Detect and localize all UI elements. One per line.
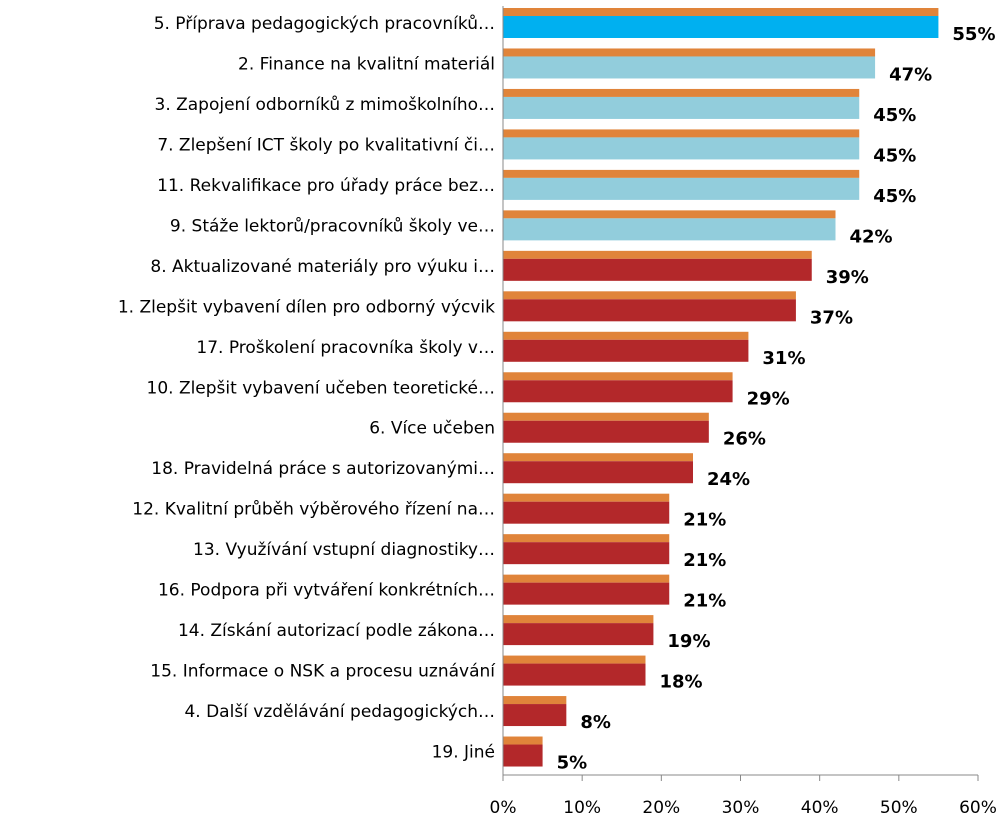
bar <box>503 623 654 646</box>
category-label: 5. Příprava pedagogických pracovníků… <box>154 14 495 34</box>
value-label: 55% <box>952 24 995 45</box>
bar-top <box>503 574 670 583</box>
category-label: 6. Více učeben <box>369 419 495 439</box>
value-label: 21% <box>683 550 726 571</box>
bar <box>503 16 939 38</box>
value-label: 37% <box>810 307 853 328</box>
category-label: 10. Zlepšit vybavení učeben teoretické… <box>147 378 496 398</box>
x-tick-label: 60% <box>959 798 997 818</box>
category-label: 3. Zapojení odborníků z mimoškolního… <box>155 95 496 115</box>
value-label: 8% <box>580 712 611 733</box>
category-label: 14. Získání autorizací podle zákona… <box>178 621 495 641</box>
bar-top <box>503 88 860 97</box>
bar-top <box>503 169 860 178</box>
category-label: 19. Jiné <box>432 743 495 763</box>
x-tick-label: 50% <box>880 798 918 818</box>
value-label: 42% <box>850 226 893 247</box>
category-label: 8. Aktualizované materiály pro výuku i… <box>150 257 495 277</box>
value-label: 45% <box>873 186 916 207</box>
bar-top <box>503 534 670 543</box>
value-label: 29% <box>747 388 790 409</box>
category-label: 17. Proškolení pracovníka školy v… <box>196 338 495 358</box>
bar-top <box>503 736 543 745</box>
bar-top <box>503 655 646 664</box>
category-label: 4. Další vzdělávání pedagogických… <box>184 702 495 722</box>
value-label: 47% <box>889 64 932 85</box>
bar <box>503 461 693 484</box>
x-tick-label: 20% <box>642 798 680 818</box>
category-label: 2. Finance na kvalitní materiál <box>238 54 495 74</box>
value-label: 21% <box>683 510 726 531</box>
bar-top <box>503 493 670 502</box>
category-label: 16. Podpora při vytváření konkrétních… <box>158 581 495 601</box>
bar-top <box>503 412 709 421</box>
bar <box>503 96 860 119</box>
category-label: 12. Kvalitní průběh výběrového řízení na… <box>132 500 495 520</box>
bar <box>503 501 670 524</box>
category-label: 1. Zlepšit vybavení dílen pro odborný vý… <box>118 297 495 317</box>
bar <box>503 339 749 362</box>
value-label: 26% <box>723 429 766 450</box>
value-label: 21% <box>683 591 726 612</box>
bar <box>503 177 860 200</box>
bar <box>503 258 812 281</box>
bar-top <box>503 331 749 340</box>
bar-top <box>503 453 693 462</box>
bar <box>503 582 670 605</box>
value-label: 5% <box>557 753 588 774</box>
bar <box>503 380 733 403</box>
value-label: 18% <box>660 672 703 693</box>
category-label: 15. Informace o NSK a procesu uznávání <box>150 662 496 682</box>
bar <box>503 137 860 160</box>
bar <box>503 704 567 727</box>
value-label: 19% <box>667 631 710 652</box>
bar-top <box>503 48 876 57</box>
x-tick-label: 40% <box>801 798 839 818</box>
x-tick-label: 0% <box>490 798 517 818</box>
bar <box>503 56 876 79</box>
value-label: 45% <box>873 105 916 126</box>
category-label: 11. Rekvalifikace pro úřady práce bez… <box>157 176 495 196</box>
value-label: 31% <box>762 348 805 369</box>
bar-top <box>503 129 860 138</box>
bar-top <box>503 250 812 259</box>
x-tick-label: 30% <box>722 798 760 818</box>
bar <box>503 299 796 322</box>
category-label: 18. Pravidelná práce s autorizovanými… <box>151 459 495 479</box>
x-tick-label: 10% <box>563 798 601 818</box>
bar-top <box>503 372 733 381</box>
category-label: 7. Zlepšení ICT školy po kvalitativní či… <box>157 135 495 155</box>
bar <box>503 542 670 565</box>
bar-top <box>503 291 796 300</box>
category-label: 9. Stáže lektorů/pracovníků školy ve… <box>170 216 495 236</box>
bar-top <box>503 210 836 219</box>
bar-top <box>503 696 567 705</box>
bar <box>503 420 709 443</box>
bar-top <box>503 615 654 624</box>
value-label: 24% <box>707 469 750 490</box>
bar <box>503 744 543 767</box>
value-label: 39% <box>826 267 869 288</box>
category-label: 13. Využívání vstupní diagnostiky… <box>193 540 495 560</box>
bar-top <box>503 8 939 16</box>
bar <box>503 218 836 241</box>
bar <box>503 663 646 686</box>
value-label: 45% <box>873 145 916 166</box>
